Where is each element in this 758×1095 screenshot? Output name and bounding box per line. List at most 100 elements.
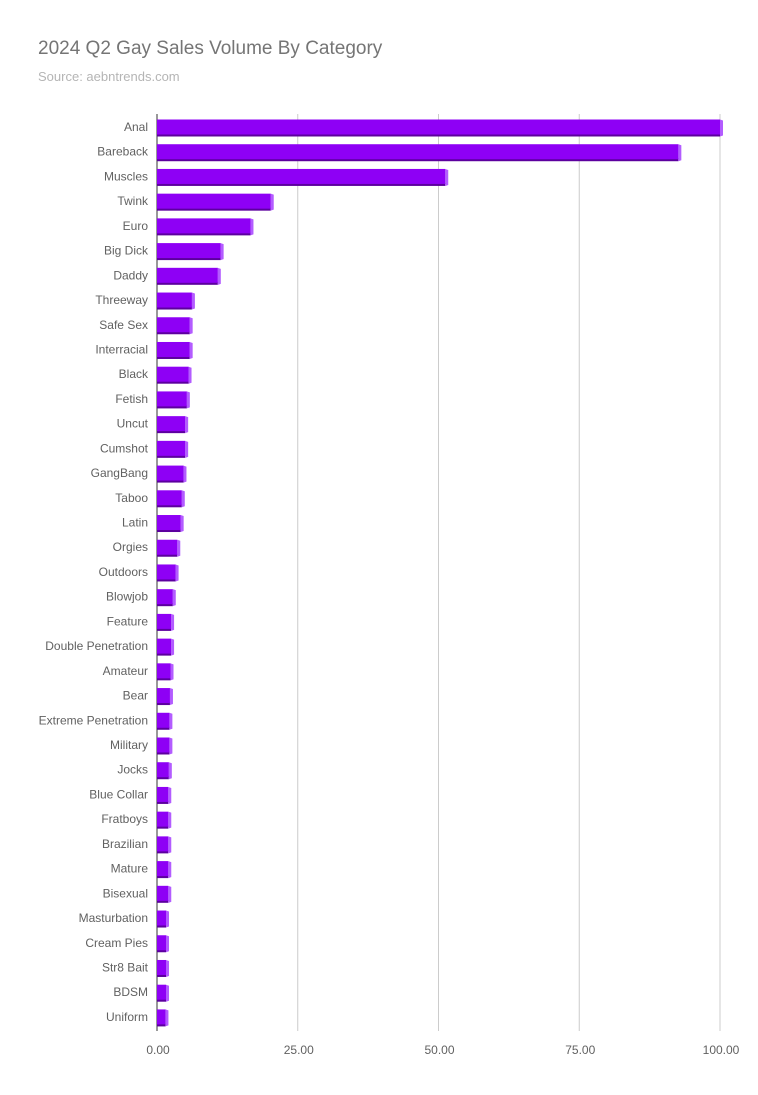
category-label: Bareback <box>97 145 149 159</box>
bar-bottom-face <box>157 677 171 681</box>
bar-bottom-face <box>157 553 178 557</box>
category-label: Extreme Penetration <box>39 713 148 727</box>
bar <box>157 885 169 901</box>
bar-side-face <box>169 737 173 755</box>
bar <box>157 243 221 259</box>
bar <box>157 984 167 1000</box>
bar-side-face <box>168 786 172 804</box>
chart-subtitle: Source: aebntrends.com <box>38 69 180 84</box>
bar-side-face <box>181 490 185 508</box>
bar-bottom-face <box>157 627 172 631</box>
bar-side-face <box>678 144 682 162</box>
bar-side-face <box>166 935 170 953</box>
category-label: Threeway <box>95 293 148 307</box>
bar-bottom-face <box>157 380 189 384</box>
bar-bottom-face <box>157 331 190 335</box>
bar-side-face <box>270 193 274 211</box>
bar-bottom-face <box>157 232 251 236</box>
category-label: BDSM <box>113 985 148 999</box>
category-label: Fratboys <box>101 812 148 826</box>
bar-side-face <box>720 119 723 137</box>
bar <box>157 613 172 629</box>
bar-bottom-face <box>157 924 167 928</box>
category-label: Twink <box>117 194 149 208</box>
bar <box>157 737 170 753</box>
category-label: Fetish <box>115 392 148 406</box>
bar <box>157 490 182 506</box>
bar <box>157 811 169 827</box>
bar-bottom-face <box>157 776 169 780</box>
bar <box>157 341 190 357</box>
category-label: Orgies <box>113 540 148 554</box>
bar-bottom-face <box>157 726 170 730</box>
x-tick-label: 100.00 <box>703 1043 740 1057</box>
bar-bottom-face <box>157 504 182 508</box>
bar-side-face <box>180 515 184 533</box>
bar-bottom-face <box>157 306 192 310</box>
bar <box>157 910 167 926</box>
bar-bottom-face <box>157 652 172 656</box>
bar <box>157 762 169 778</box>
bar-side-face <box>170 663 174 681</box>
bar-bottom-face <box>157 973 167 977</box>
category-label: Bear <box>123 689 148 703</box>
bar-bottom-face <box>157 182 446 186</box>
bar-side-face <box>166 959 170 977</box>
bar-side-face <box>166 910 170 928</box>
bar-bottom-face <box>157 257 221 261</box>
category-label: Uniform <box>106 1010 148 1024</box>
bar-bottom-face <box>157 998 167 1002</box>
bar-bottom-face <box>157 207 271 211</box>
bar-side-face <box>445 168 449 186</box>
bar <box>157 292 192 308</box>
bar-side-face <box>220 243 224 261</box>
bar-bottom-face <box>157 800 169 804</box>
bar-side-face <box>169 688 173 706</box>
category-label: Blue Collar <box>89 787 148 801</box>
category-label: Daddy <box>113 268 148 282</box>
bar-bottom-face <box>157 949 167 953</box>
category-label: Black <box>119 367 149 381</box>
category-label: Outdoors <box>99 565 148 579</box>
category-label: Latin <box>122 516 148 530</box>
bar-side-face <box>166 984 170 1002</box>
category-label: Feature <box>107 614 149 628</box>
category-label: Jocks <box>117 763 148 777</box>
x-tick-label: 50.00 <box>424 1043 454 1057</box>
bar-side-face <box>177 539 181 557</box>
bar <box>157 193 271 209</box>
bar <box>157 218 251 234</box>
bar-side-face <box>250 218 254 236</box>
category-label: Uncut <box>117 417 149 431</box>
bar-bottom-face <box>157 133 720 137</box>
bar-side-face <box>165 1009 169 1027</box>
category-label: Amateur <box>103 664 148 678</box>
bar-side-face <box>188 366 192 384</box>
category-label: Str8 Bait <box>102 960 149 974</box>
x-tick-label: 75.00 <box>565 1043 595 1057</box>
category-label: Cumshot <box>100 441 149 455</box>
bar-side-face <box>183 465 187 483</box>
category-label: Mature <box>111 862 149 876</box>
bar <box>157 317 190 333</box>
bar-side-face <box>186 391 190 409</box>
bar-bottom-face <box>157 875 169 879</box>
bar <box>157 515 181 531</box>
bar-bottom-face <box>157 479 184 483</box>
bar-side-face <box>169 712 173 730</box>
bar <box>157 144 679 160</box>
bar-bottom-face <box>157 751 170 755</box>
category-label: Military <box>110 738 148 752</box>
bar <box>157 267 218 283</box>
bar <box>157 688 170 704</box>
bar <box>157 465 184 481</box>
category-label: Blowjob <box>106 590 148 604</box>
bar-side-face <box>175 564 179 582</box>
bar <box>157 391 187 407</box>
bar-side-face <box>185 416 189 434</box>
category-label: Muscles <box>104 169 148 183</box>
category-label: Double Penetration <box>45 639 148 653</box>
bar <box>157 539 178 555</box>
bar-side-face <box>191 292 195 310</box>
bar-bottom-face <box>157 850 169 854</box>
